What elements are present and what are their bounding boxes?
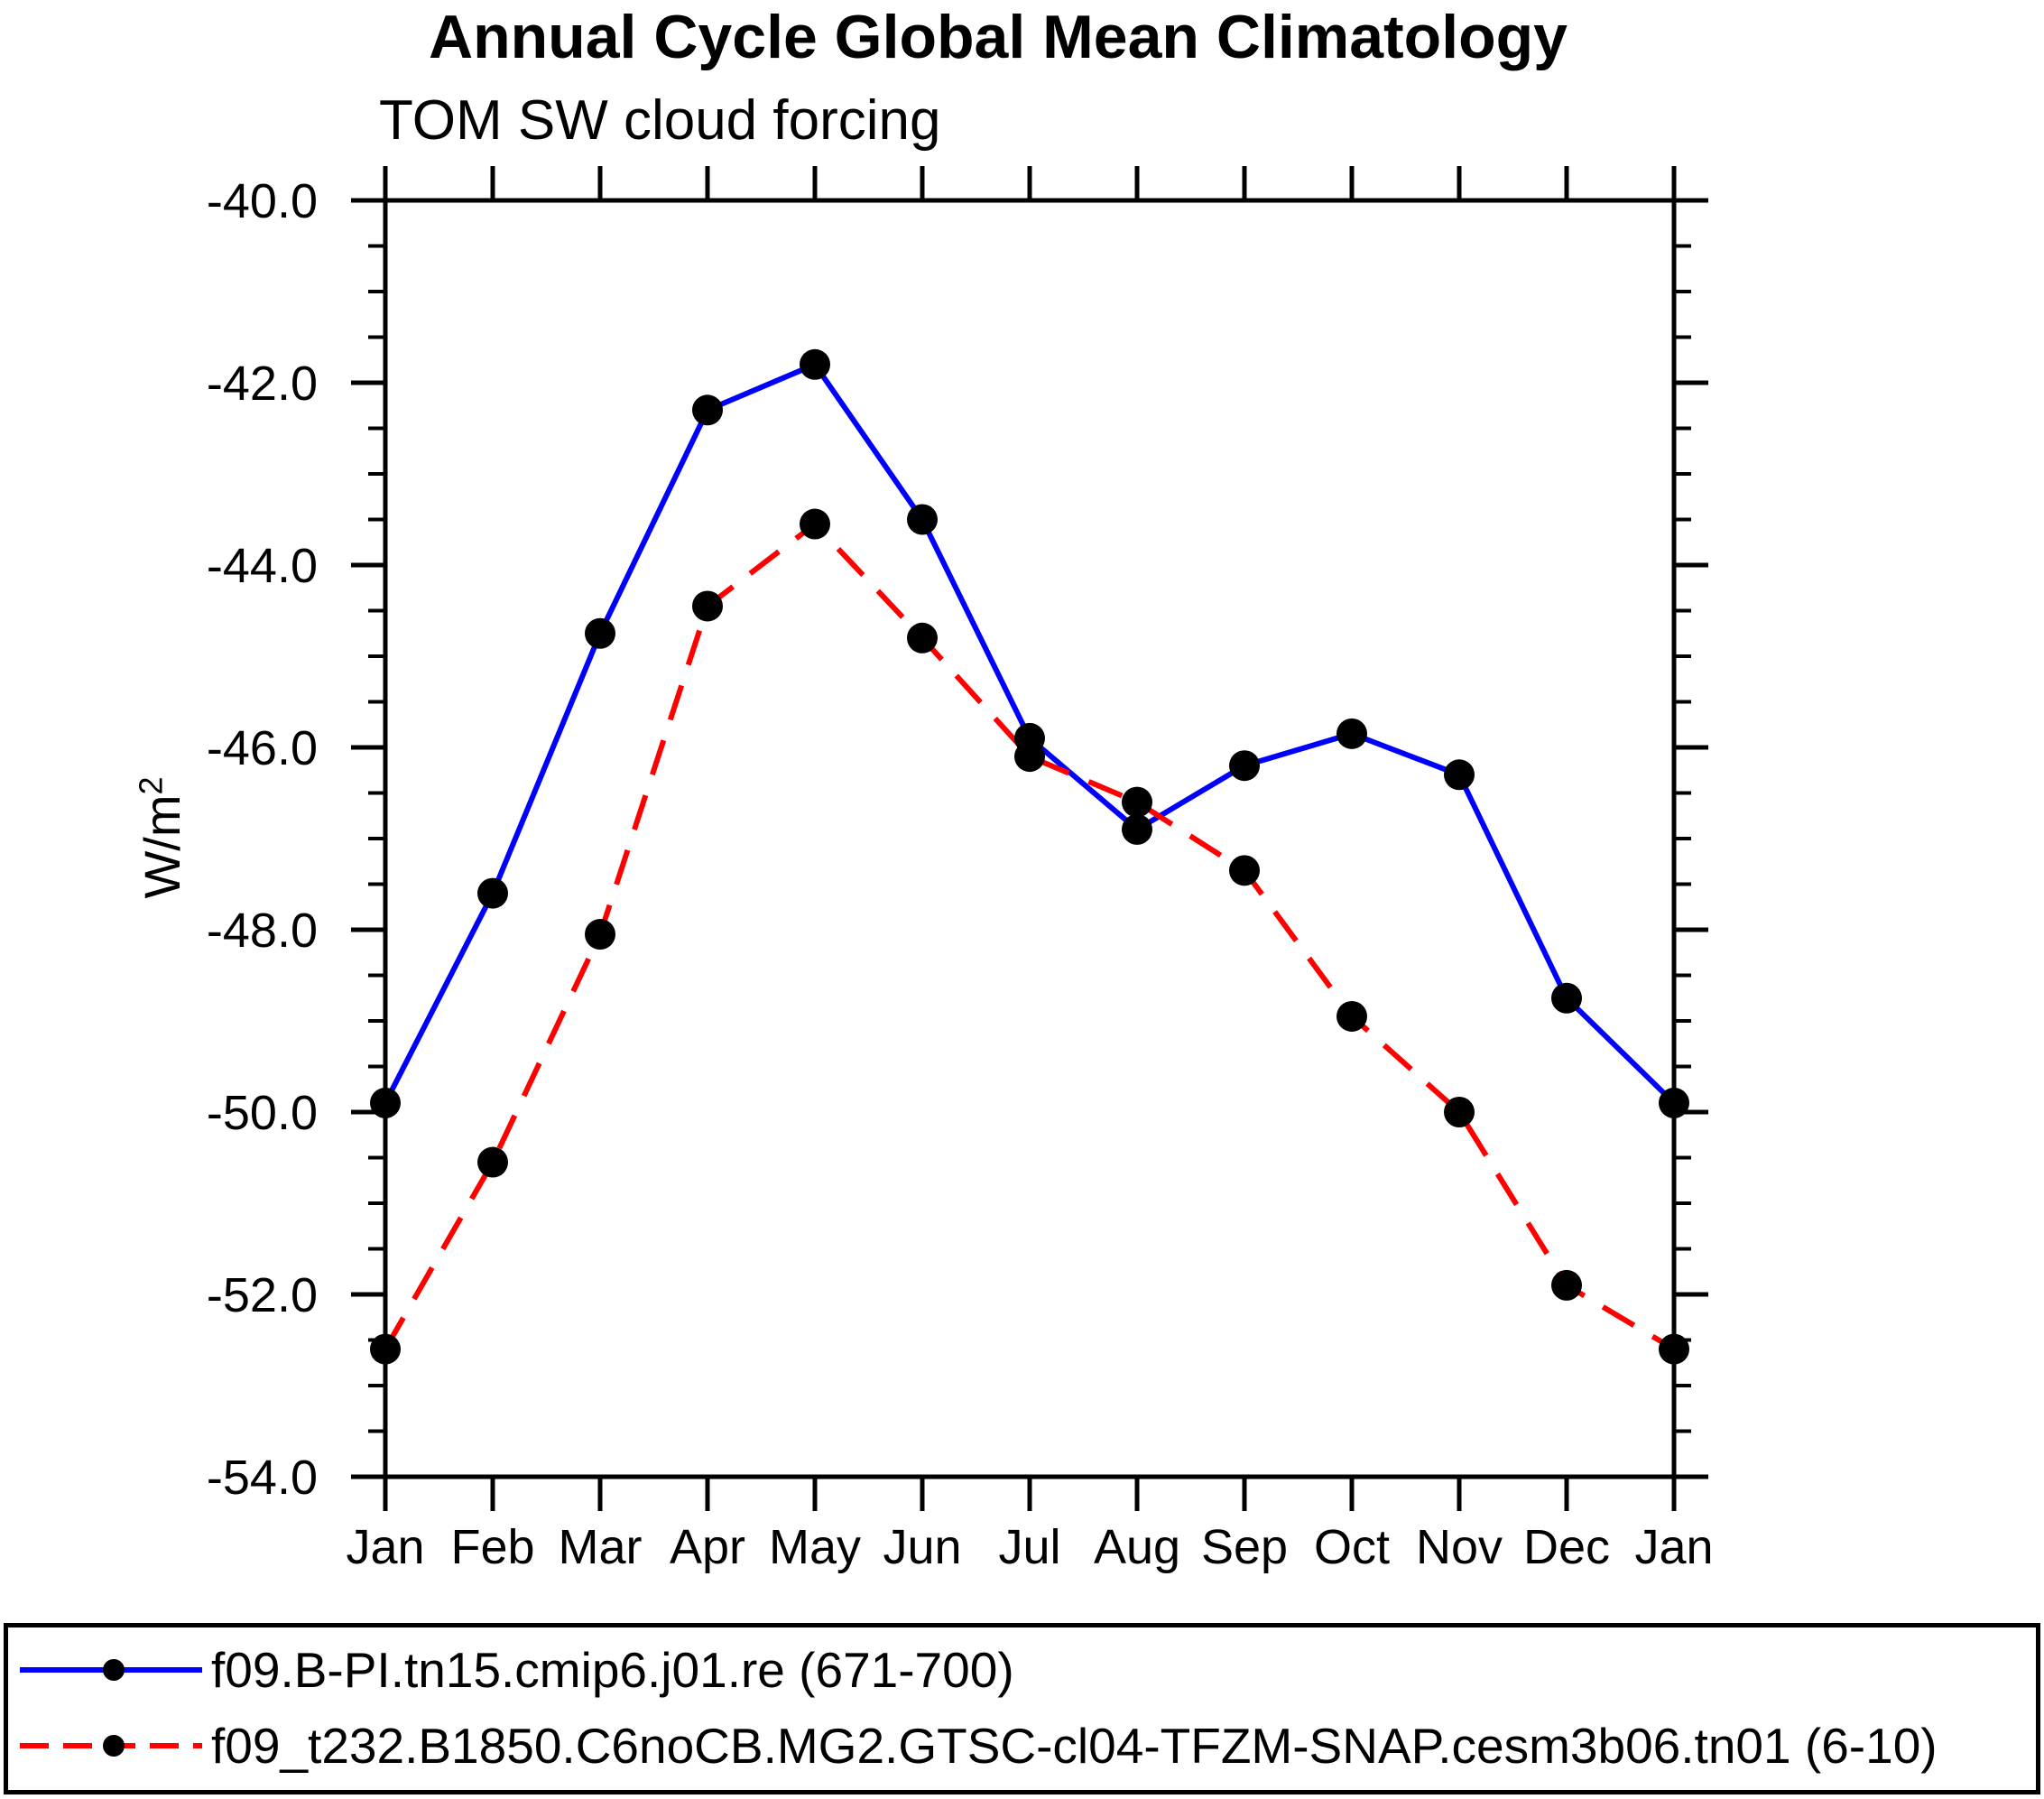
data-point-marker-0 — [1659, 1087, 1689, 1118]
x-tick-label: Sep — [1201, 1520, 1288, 1574]
data-point-marker-0 — [1122, 813, 1152, 845]
data-point-marker-1 — [477, 1146, 508, 1178]
y-tick-label: -42.0 — [207, 357, 318, 411]
data-point-marker-0 — [1551, 982, 1582, 1014]
y-tick-label: -50.0 — [207, 1086, 318, 1140]
data-point-marker-0 — [800, 348, 830, 380]
data-point-marker-0 — [907, 504, 938, 535]
data-point-marker-0 — [477, 877, 508, 909]
x-tick-label: Dec — [1523, 1520, 1610, 1574]
data-point-marker-1 — [1122, 786, 1152, 818]
data-point-marker-1 — [1014, 741, 1045, 773]
legend-sample-line-dashed — [20, 1735, 202, 1757]
data-point-marker-0 — [692, 394, 723, 426]
legend-marker-circle — [103, 1659, 125, 1681]
x-tick-label: Jan — [346, 1520, 424, 1574]
legend-label-1: f09_t232.B1850.C6noCB.MG2.GTSC-cl04-TFZM… — [211, 1718, 1938, 1774]
data-point-marker-1 — [1229, 855, 1260, 886]
x-tick-label: Nov — [1416, 1520, 1503, 1574]
legend-item-1: f09_t232.B1850.C6noCB.MG2.GTSC-cl04-TFZM… — [16, 1719, 1938, 1773]
data-point-marker-0 — [1336, 718, 1367, 749]
legend-sample-line-solid — [20, 1659, 202, 1681]
x-tick-label: May — [769, 1520, 861, 1574]
legend-label-0: f09.B-PI.tn15.cmip6.j01.re (671-700) — [211, 1642, 1014, 1698]
data-point-marker-1 — [800, 508, 830, 540]
y-tick-label: -52.0 — [207, 1268, 318, 1322]
legend-marker-circle — [103, 1735, 125, 1757]
x-tick-label: Feb — [450, 1520, 534, 1574]
data-point-marker-1 — [585, 919, 615, 951]
y-tick-label: -48.0 — [207, 904, 318, 958]
data-point-marker-1 — [1659, 1333, 1689, 1365]
legend-item-0: f09.B-PI.tn15.cmip6.j01.re (671-700) — [16, 1643, 1014, 1697]
legend-box: f09.B-PI.tn15.cmip6.j01.re (671-700) f09… — [4, 1623, 2040, 1794]
x-tick-label: Aug — [1094, 1520, 1180, 1574]
data-point-marker-0 — [585, 617, 615, 649]
plot-frame — [383, 198, 1677, 1479]
data-point-marker-1 — [1336, 1000, 1367, 1032]
x-tick-label: Jun — [883, 1520, 961, 1574]
data-point-marker-1 — [692, 590, 723, 622]
series-line-1 — [383, 520, 1676, 1352]
y-tick-label: -54.0 — [207, 1451, 318, 1505]
chart-title: Annual Cycle Global Mean Climatology — [429, 3, 1568, 71]
data-point-marker-0 — [1444, 759, 1475, 791]
y-tick-label: -44.0 — [207, 539, 318, 593]
data-point-marker-0 — [370, 1087, 401, 1118]
data-point-marker-1 — [370, 1333, 401, 1365]
x-tick-label: Jan — [1634, 1520, 1713, 1574]
y-tick-label: -46.0 — [207, 721, 318, 775]
data-point-marker-1 — [907, 622, 938, 654]
x-tick-label: Jul — [998, 1520, 1060, 1574]
x-tick-label: Mar — [559, 1520, 643, 1574]
chart-subtitle: TOM SW cloud forcing — [379, 89, 941, 152]
x-tick-label: Apr — [670, 1520, 745, 1574]
data-point-marker-0 — [1229, 750, 1260, 782]
x-tick-label: Oct — [1314, 1520, 1390, 1574]
data-point-marker-1 — [1551, 1269, 1582, 1301]
data-point-marker-1 — [1444, 1097, 1475, 1127]
y-tick-label: -40.0 — [207, 174, 318, 228]
